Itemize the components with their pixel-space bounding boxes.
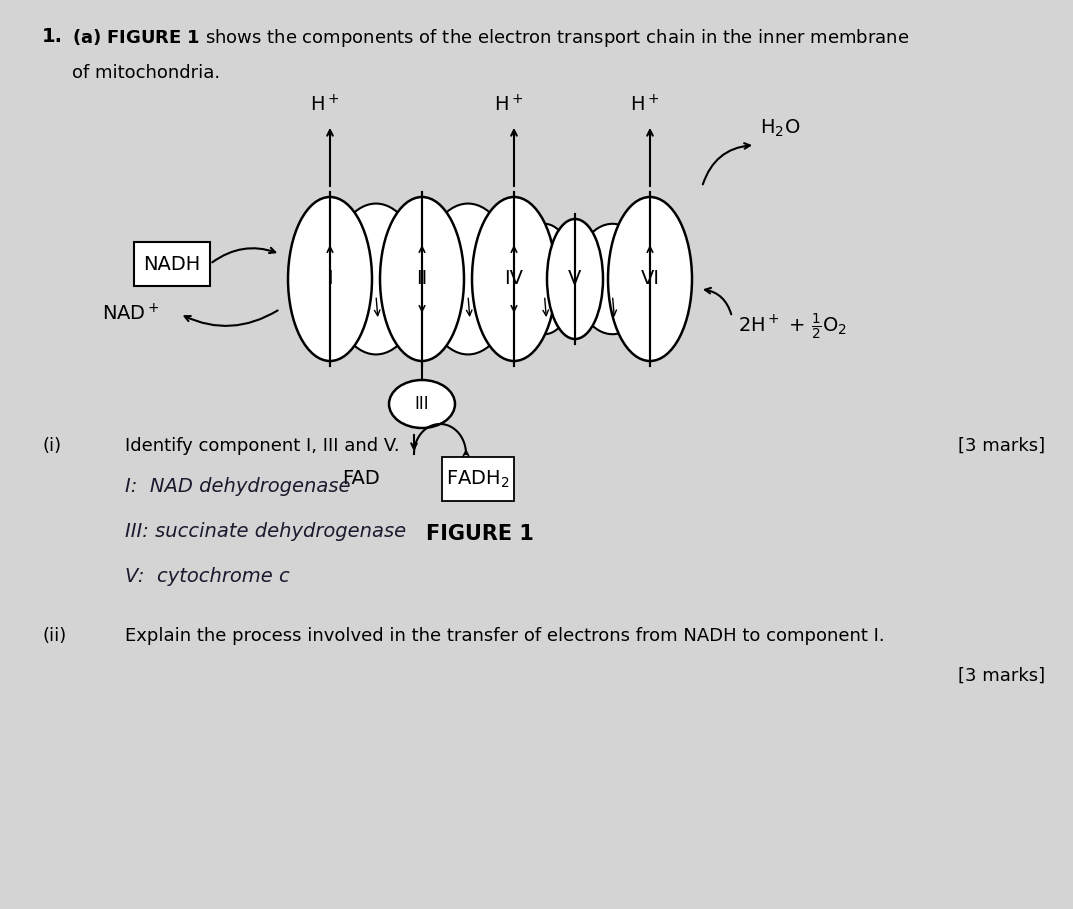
Ellipse shape: [330, 204, 422, 355]
Ellipse shape: [422, 204, 514, 355]
Text: IV: IV: [504, 269, 524, 288]
Text: 2H$^+$ + $\mathregular{\frac{1}{2}}$O$_2$: 2H$^+$ + $\mathregular{\frac{1}{2}}$O$_2…: [738, 312, 848, 342]
Text: VI: VI: [641, 269, 660, 288]
Text: NAD$^+$: NAD$^+$: [102, 304, 160, 325]
Ellipse shape: [288, 197, 372, 361]
Ellipse shape: [608, 197, 692, 361]
Text: (ii): (ii): [42, 627, 67, 645]
Ellipse shape: [380, 197, 464, 361]
Ellipse shape: [514, 224, 575, 335]
Text: (i): (i): [42, 437, 61, 455]
Text: of mitochondria.: of mitochondria.: [72, 64, 220, 82]
Ellipse shape: [575, 224, 650, 335]
Text: V: V: [569, 269, 582, 288]
Text: [3 marks]: [3 marks]: [958, 667, 1045, 685]
Text: [3 marks]: [3 marks]: [958, 437, 1045, 455]
Text: 1.: 1.: [42, 27, 63, 46]
Text: H$^+$: H$^+$: [630, 94, 660, 115]
Ellipse shape: [472, 197, 556, 361]
Text: FAD: FAD: [342, 470, 380, 488]
Text: V:  cytochrome c: V: cytochrome c: [124, 567, 290, 586]
Text: I:  NAD dehydrogenase: I: NAD dehydrogenase: [124, 477, 351, 496]
FancyBboxPatch shape: [134, 242, 210, 286]
Text: III: succinate dehydrogenase: III: succinate dehydrogenase: [124, 522, 406, 541]
Ellipse shape: [389, 380, 455, 428]
Text: III: III: [414, 395, 429, 413]
Text: H$_2$O: H$_2$O: [760, 117, 800, 139]
Text: NADH: NADH: [144, 255, 201, 274]
Ellipse shape: [547, 219, 603, 339]
Text: H$^+$: H$^+$: [310, 94, 340, 115]
Text: FADH$_2$: FADH$_2$: [446, 468, 510, 490]
Text: H$^+$: H$^+$: [495, 94, 524, 115]
Text: II: II: [416, 269, 428, 288]
Text: Identify component I, III and V.: Identify component I, III and V.: [124, 437, 399, 455]
FancyBboxPatch shape: [442, 457, 514, 501]
Text: $\mathbf{(a)\ FIGURE\ 1}$ shows the components of the electron transport chain i: $\mathbf{(a)\ FIGURE\ 1}$ shows the comp…: [72, 27, 909, 49]
Text: Explain the process involved in the transfer of electrons from NADH to component: Explain the process involved in the tran…: [124, 627, 884, 645]
Text: I: I: [327, 269, 333, 288]
Text: FIGURE 1: FIGURE 1: [426, 524, 534, 544]
